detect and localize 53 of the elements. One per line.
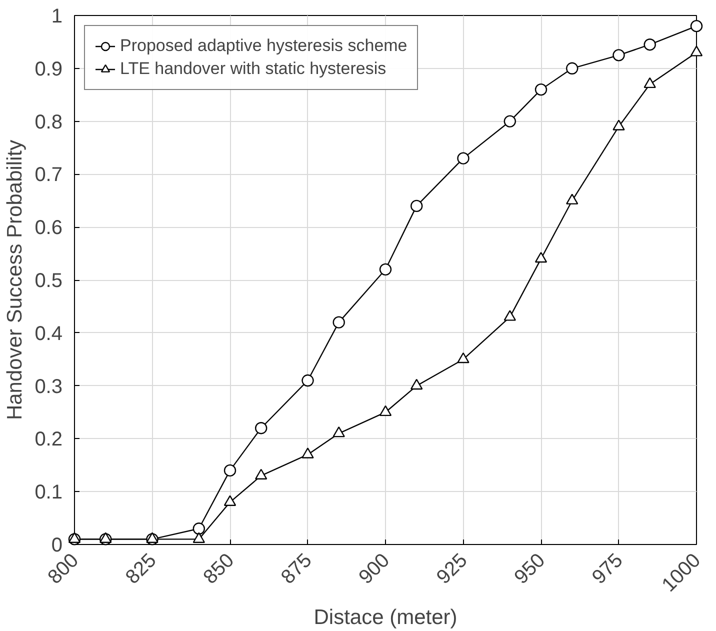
x-tick-label: 925: [432, 549, 472, 589]
y-tick-label: 0.2: [34, 428, 63, 451]
point: [457, 152, 470, 164]
point: [68, 532, 81, 543]
x-tick-label: 950: [510, 549, 550, 589]
point: [255, 422, 268, 434]
point: [410, 200, 423, 212]
y-tick-label: 0.7: [34, 164, 63, 186]
point: [504, 310, 516, 321]
point: [612, 120, 625, 130]
point: [100, 532, 112, 543]
point: [192, 532, 205, 543]
point: [224, 464, 236, 477]
point: [534, 252, 548, 263]
point: [504, 115, 516, 128]
point: [410, 378, 423, 390]
point: [332, 316, 345, 328]
point: [255, 468, 268, 480]
point: [644, 38, 656, 51]
point: [612, 49, 625, 62]
point: [224, 495, 236, 506]
point: [379, 263, 392, 276]
point: [690, 20, 703, 32]
y-tick-label: 0.5: [34, 270, 63, 292]
y-tick-label: 0.1: [34, 482, 63, 504]
y-tick-label: 0.9: [34, 58, 63, 80]
y-tick-label: 1: [51, 6, 62, 28]
point: [332, 426, 345, 438]
x-tick-label: 875: [277, 549, 316, 589]
y-tick-label: 0: [51, 534, 62, 556]
x-tick-label: 825: [122, 549, 161, 589]
y-tick-label: 0.6: [34, 217, 63, 240]
point: [690, 46, 703, 56]
point: [644, 77, 656, 88]
x-tick-label: 975: [588, 549, 628, 589]
point: [457, 352, 470, 364]
y-tick-label: 0.3: [34, 376, 63, 398]
point: [566, 62, 578, 74]
y-tick-label: 0.8: [34, 111, 63, 134]
point: [192, 522, 205, 535]
legend-label: Proposed adaptive hysteresis scheme: [120, 36, 408, 56]
point: [302, 374, 314, 387]
x-tick-label: 900: [354, 549, 394, 589]
y-tick-label: 0.4: [34, 322, 63, 345]
x-tick-label: 850: [199, 549, 238, 589]
y-axis-title: Handover Success Probability: [4, 139, 27, 420]
point: [379, 405, 392, 416]
point: [534, 83, 548, 96]
point: [302, 448, 314, 458]
point: [566, 194, 578, 204]
x-axis-title: Distace (meter): [314, 606, 458, 629]
legend-label: LTE handover with static hysteresis: [120, 59, 386, 79]
point: [146, 532, 158, 543]
